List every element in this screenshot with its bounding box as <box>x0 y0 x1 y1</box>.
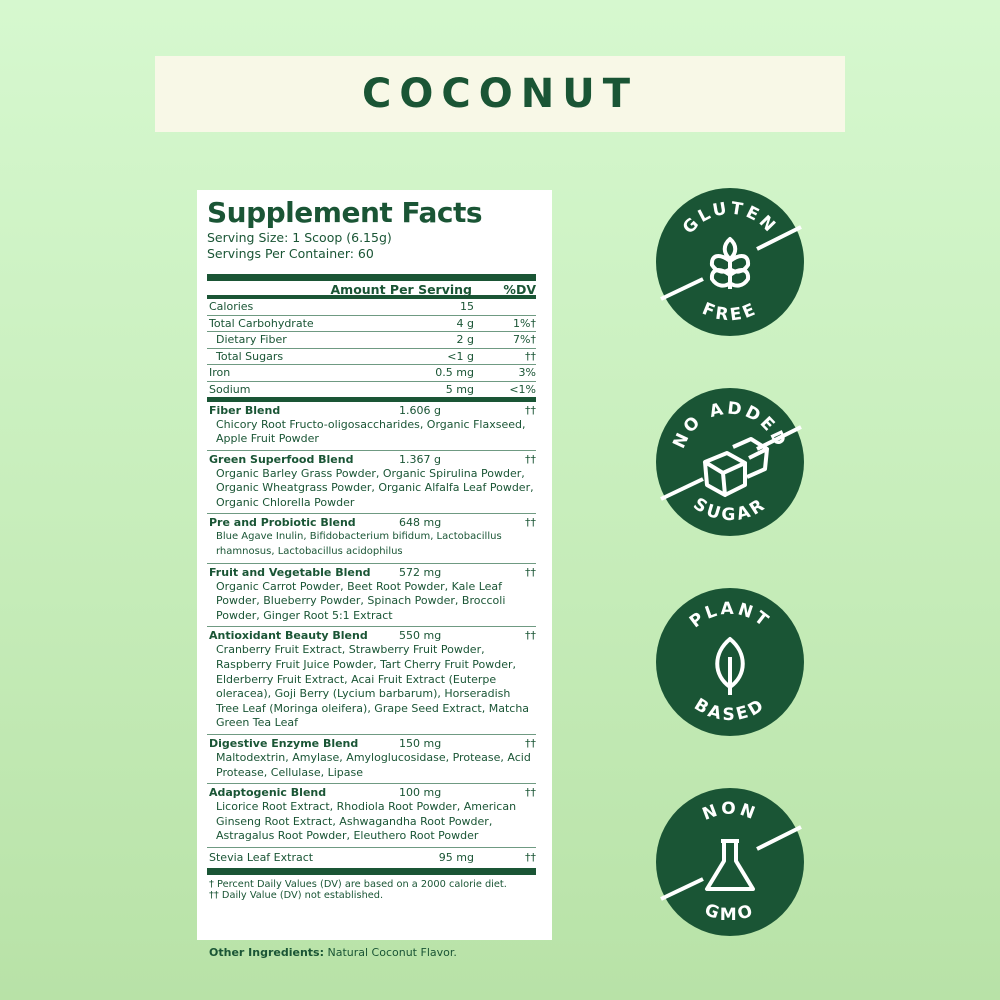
blend-dv: †† <box>525 452 536 466</box>
blend-ingredients: Organic Barley Grass Powder, Organic Spi… <box>216 466 534 509</box>
wheat-icon <box>709 237 751 289</box>
nutrient-row: Total Carbohydrate 4 g 1%† <box>207 316 536 332</box>
blend-ingredients: Cranberry Fruit Extract, Strawberry Frui… <box>216 643 530 730</box>
servings-per-container: Servings Per Container: 60 <box>207 246 374 261</box>
sugar-cubes-icon <box>703 437 769 497</box>
blend-amount: 100 mg <box>399 786 442 800</box>
blend-amount: 572 mg <box>399 565 442 579</box>
amount-header: Amount Per Serving <box>330 281 473 297</box>
badge-no-added-sugar: NO ADDED SUGAR <box>655 387 805 537</box>
blend-name: Adaptogenic Blend <box>209 786 327 800</box>
blend-name: Fiber Blend <box>209 403 281 417</box>
nutrient-dv: †† <box>525 349 536 363</box>
supplement-facts-panel: Supplement Facts Serving Size: 1 Scoop (… <box>197 190 552 940</box>
nutrient-amount: 5 mg <box>445 382 474 396</box>
blend-amount: 648 mg <box>399 516 442 530</box>
blend-ingredients: Blue Agave Inulin, Bifidobacterium bifid… <box>216 531 502 558</box>
other-ingredients-value: Natural Coconut Flavor. <box>323 946 457 959</box>
blend-name: Antioxidant Beauty Blend <box>209 629 368 643</box>
nutrient-row: Total Sugars <1 g †† <box>207 349 536 365</box>
blend-amount: 150 mg <box>399 737 442 750</box>
blend-ingredients: Maltodextrin, Amylase, Amyloglucosidase,… <box>216 751 531 779</box>
blend-row: Antioxidant Beauty Blend 550 mg †† Cranberr… <box>207 627 536 735</box>
blend-name: Digestive Enzyme Blend <box>209 737 359 750</box>
stevia-amount: 95 mg <box>438 851 474 865</box>
nutrient-amount: 4 g <box>456 316 474 330</box>
blend-dv: †† <box>525 737 536 750</box>
nutrient-name: Total Sugars <box>216 349 284 363</box>
blend-dv: †† <box>525 403 536 417</box>
badge-non-gmo: NON GMO <box>655 787 805 937</box>
leaf-icon <box>715 637 745 695</box>
facts-title: Supplement Facts <box>207 196 483 229</box>
nutrient-amount: 15 <box>460 300 474 314</box>
badge-gluten-free: GLUTEN FREE <box>655 187 805 337</box>
blend-name: Fruit and Vegetable Blend <box>209 565 371 579</box>
nutrient-amount: 2 g <box>456 333 474 347</box>
nutrient-name: Dietary Fiber <box>216 333 287 347</box>
footnote-not-established: †† Daily Value (DV) not established. <box>209 890 384 902</box>
other-ingredients: Other Ingredients: Natural Coconut Flavo… <box>209 946 457 959</box>
nutrient-name: Calories <box>209 300 254 314</box>
nutrient-row: Sodium 5 mg <1% <box>207 382 536 402</box>
blend-dv: †† <box>525 629 536 643</box>
strike-line <box>660 825 802 901</box>
serving-size: Serving Size: 1 Scoop (6.15g) <box>207 230 392 245</box>
blend-ingredients: Organic Carrot Powder, Beet Root Powder,… <box>216 579 506 622</box>
nutrient-dv: 7%† <box>513 333 536 347</box>
nutrient-dv: <1% <box>509 382 536 396</box>
blend-row: Green Superfood Blend 1.367 g †† Organic Ba… <box>207 451 536 515</box>
flavor-title: COCONUT <box>362 71 638 117</box>
facts-header: Amount Per Serving %DV <box>207 281 536 299</box>
stevia-dv: †† <box>525 851 536 865</box>
blend-row: Fiber Blend 1.606 g †† Chicory Root Fructo-… <box>207 402 536 451</box>
blend-row: Pre and Probiotic Blend 648 mg †† Blue Agav… <box>207 514 536 564</box>
blend-dv: †† <box>525 565 536 579</box>
nutrient-name: Total Carbohydrate <box>209 316 314 330</box>
blend-dv: †† <box>525 786 536 800</box>
blend-dv: †† <box>525 516 536 530</box>
nutrient-name: Iron <box>209 366 231 380</box>
nutrient-amount: <1 g <box>447 349 474 363</box>
nutrient-dv: 3% <box>518 366 536 380</box>
nutrient-amount: 0.5 mg <box>435 366 474 380</box>
badge-plant-based: PLANT BASED <box>655 587 805 737</box>
other-ingredients-label: Other Ingredients: <box>209 946 324 959</box>
flask-icon <box>705 839 755 891</box>
strike-line <box>660 225 802 301</box>
blend-ingredients: Chicory Root Fructo-oligosaccharides, Or… <box>216 417 526 446</box>
footnote-dv: † Percent Daily Values (DV) are based on… <box>209 878 507 890</box>
blend-row: Digestive Enzyme Blend 150 mg †† Maltodextr… <box>207 735 536 785</box>
blend-ingredients: Licorice Root Extract, Rhodiola Root Pow… <box>216 800 517 843</box>
blend-name: Green Superfood Blend <box>209 452 354 466</box>
blend-amount: 1.606 g <box>399 403 441 417</box>
nutrient-row: Iron 0.5 mg 3% <box>207 365 536 382</box>
blend-name: Pre and Probiotic Blend <box>209 516 356 530</box>
blend-amount: 1.367 g <box>399 452 441 466</box>
nutrient-row: Calories 15 <box>207 299 536 316</box>
footnotes: † Percent Daily Values (DV) are based on… <box>207 879 536 902</box>
nutrient-name: Sodium <box>209 382 251 396</box>
dv-header: %DV <box>503 281 536 297</box>
flavor-banner: COCONUT <box>155 56 845 132</box>
stevia-row: Stevia Leaf Extract 95 mg †† <box>207 848 536 875</box>
blend-amount: 550 mg <box>399 629 442 643</box>
stevia-name: Stevia Leaf Extract <box>209 851 314 865</box>
blend-row: Adaptogenic Blend 100 mg †† Licorice Root E… <box>207 784 536 848</box>
blend-row: Fruit and Vegetable Blend 572 mg †† Organic… <box>207 564 536 628</box>
nutrient-row: Dietary Fiber 2 g 7%† <box>207 332 536 349</box>
nutrient-dv: 1%† <box>513 316 536 330</box>
divider <box>207 274 536 281</box>
